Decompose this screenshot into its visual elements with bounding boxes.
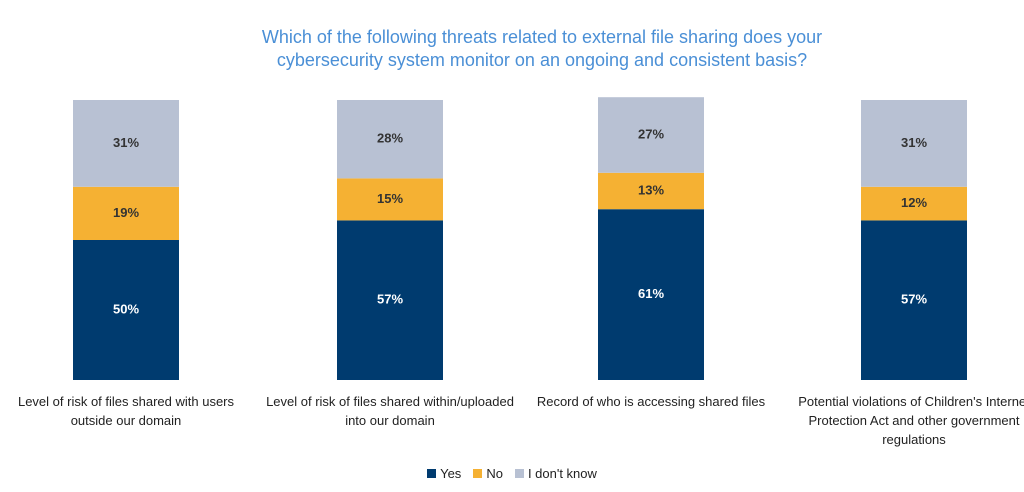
chart-title: Which of the following threats related t…	[261, 27, 823, 70]
legend-swatch	[514, 469, 524, 478]
legend-item: I don't know	[514, 466, 597, 481]
bar-segment	[861, 100, 967, 187]
bar-segment	[337, 178, 443, 221]
legend: Yes No I don't know	[0, 466, 1024, 481]
legend-label: I don't know	[527, 466, 597, 481]
x-tick-label: Potential violations of Children's Inter…	[798, 394, 1024, 447]
bar-segment	[598, 209, 704, 380]
data-label: 15%	[377, 191, 403, 206]
data-label: 31%	[901, 135, 927, 150]
x-tick-label: Level of risk of files shared within/upl…	[266, 394, 514, 428]
bar-segment	[73, 240, 179, 380]
data-label: 31%	[113, 135, 139, 150]
bar-segment	[73, 100, 179, 187]
data-label: 50%	[113, 301, 139, 316]
x-tick-label: Level of risk of files shared with users…	[17, 394, 235, 428]
legend-label: Yes	[440, 466, 462, 481]
data-label: 57%	[377, 292, 403, 307]
legend-swatch	[427, 469, 437, 478]
data-label: 27%	[638, 126, 664, 141]
data-label: 13%	[638, 182, 664, 197]
bar-segment	[861, 220, 967, 380]
bar-segment	[598, 97, 704, 173]
bar-segment	[73, 186, 179, 240]
data-label: 57%	[901, 292, 927, 307]
bar-segment	[598, 172, 704, 210]
bar-segment	[337, 220, 443, 380]
bar-segment	[337, 100, 443, 179]
legend-swatch	[473, 469, 483, 478]
x-tick-label: Record of who is accessing shared files	[536, 394, 766, 409]
data-label: 61%	[638, 286, 664, 301]
legend-item: Yes	[427, 466, 461, 481]
data-label: 19%	[113, 205, 139, 220]
bar-segment	[861, 186, 967, 221]
legend-label: No	[486, 466, 503, 481]
data-label: 28%	[377, 131, 403, 146]
data-label: 12%	[901, 195, 927, 210]
legend-item: No	[473, 466, 503, 481]
